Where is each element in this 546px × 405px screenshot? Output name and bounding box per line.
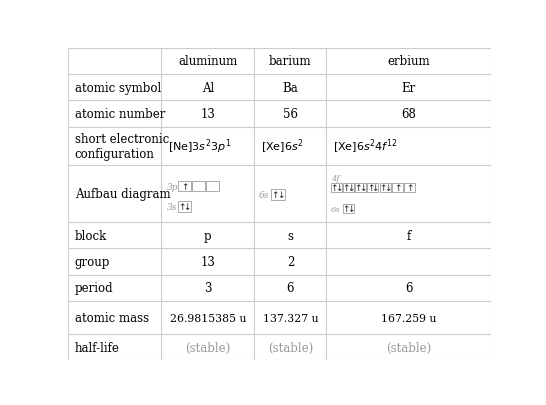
Text: $\mathregular{[Ne]3}s^{\mathregular{2}}\mathregular{3}p^{\mathregular{1}}$: $\mathregular{[Ne]3}s^{\mathregular{2}}\…	[168, 137, 231, 156]
FancyBboxPatch shape	[355, 183, 366, 193]
Text: atomic number: atomic number	[75, 108, 165, 121]
FancyBboxPatch shape	[178, 202, 191, 212]
FancyBboxPatch shape	[343, 183, 354, 193]
Text: $\mathregular{[Xe]6}s^{\mathregular{2}}\mathregular{4}f^{\mathregular{12}}$: $\mathregular{[Xe]6}s^{\mathregular{2}}\…	[333, 137, 397, 156]
Text: ↑: ↑	[330, 184, 337, 193]
Text: Er: Er	[402, 81, 416, 94]
Text: barium: barium	[269, 55, 312, 68]
Text: 4f: 4f	[331, 175, 339, 183]
Text: 6s: 6s	[259, 191, 269, 200]
Text: 13: 13	[200, 108, 215, 121]
Text: ↑: ↑	[178, 202, 186, 211]
Text: group: group	[75, 256, 110, 269]
Text: f: f	[407, 229, 411, 242]
Text: ↓: ↓	[384, 184, 391, 193]
Text: 6: 6	[405, 281, 413, 294]
Text: Aufbau diagram: Aufbau diagram	[75, 188, 170, 200]
FancyBboxPatch shape	[206, 181, 219, 192]
Text: ↑: ↑	[406, 184, 413, 193]
FancyBboxPatch shape	[343, 205, 354, 214]
FancyBboxPatch shape	[404, 183, 416, 193]
Text: Ba: Ba	[282, 81, 298, 94]
Text: 167.259 u: 167.259 u	[381, 313, 437, 323]
Text: ↑: ↑	[367, 184, 374, 193]
Text: ↓: ↓	[372, 184, 379, 193]
Text: 2: 2	[287, 256, 294, 269]
Text: 3: 3	[204, 281, 212, 294]
Text: s: s	[287, 229, 293, 242]
Text: 26.9815385 u: 26.9815385 u	[170, 313, 246, 323]
Text: Al: Al	[202, 81, 214, 94]
Text: erbium: erbium	[388, 55, 430, 68]
Text: block: block	[75, 229, 107, 242]
Text: ↓: ↓	[278, 191, 285, 200]
Text: ↑: ↑	[343, 205, 350, 214]
Text: ↑: ↑	[342, 184, 349, 193]
Text: 6: 6	[287, 281, 294, 294]
Text: ↓: ↓	[183, 202, 191, 211]
FancyBboxPatch shape	[331, 183, 342, 193]
Text: half-life: half-life	[75, 341, 120, 354]
Text: period: period	[75, 281, 113, 294]
FancyBboxPatch shape	[178, 181, 191, 192]
Text: ↑: ↑	[394, 184, 401, 193]
Text: 137.327 u: 137.327 u	[263, 313, 318, 323]
FancyBboxPatch shape	[367, 183, 378, 193]
Text: ↓: ↓	[359, 184, 367, 193]
Text: 56: 56	[283, 108, 298, 121]
Text: $\mathregular{[Xe]6}s^{\mathregular{2}}$: $\mathregular{[Xe]6}s^{\mathregular{2}}$	[261, 137, 304, 156]
Text: ↑: ↑	[181, 182, 188, 191]
Text: ↑: ↑	[379, 184, 387, 193]
Text: 3s: 3s	[167, 202, 177, 211]
Text: atomic symbol: atomic symbol	[75, 81, 161, 94]
Text: aluminum: aluminum	[178, 55, 238, 68]
Text: 68: 68	[401, 108, 416, 121]
Text: ↓: ↓	[347, 184, 354, 193]
FancyBboxPatch shape	[192, 181, 205, 192]
Text: ↑: ↑	[354, 184, 362, 193]
Text: ↓: ↓	[335, 184, 342, 193]
Text: (stable): (stable)	[268, 341, 313, 354]
Text: atomic mass: atomic mass	[75, 311, 149, 324]
Text: (stable): (stable)	[185, 341, 230, 354]
Text: 6s: 6s	[331, 205, 340, 213]
FancyBboxPatch shape	[379, 183, 391, 193]
Text: ↓: ↓	[347, 205, 355, 214]
FancyBboxPatch shape	[271, 190, 286, 201]
Text: p: p	[204, 229, 212, 242]
FancyBboxPatch shape	[392, 183, 403, 193]
Text: short electronic
configuration: short electronic configuration	[75, 133, 169, 161]
Text: ↑: ↑	[271, 191, 279, 200]
Text: (stable): (stable)	[386, 341, 431, 354]
Text: 13: 13	[200, 256, 215, 269]
Text: 3p: 3p	[167, 182, 178, 191]
